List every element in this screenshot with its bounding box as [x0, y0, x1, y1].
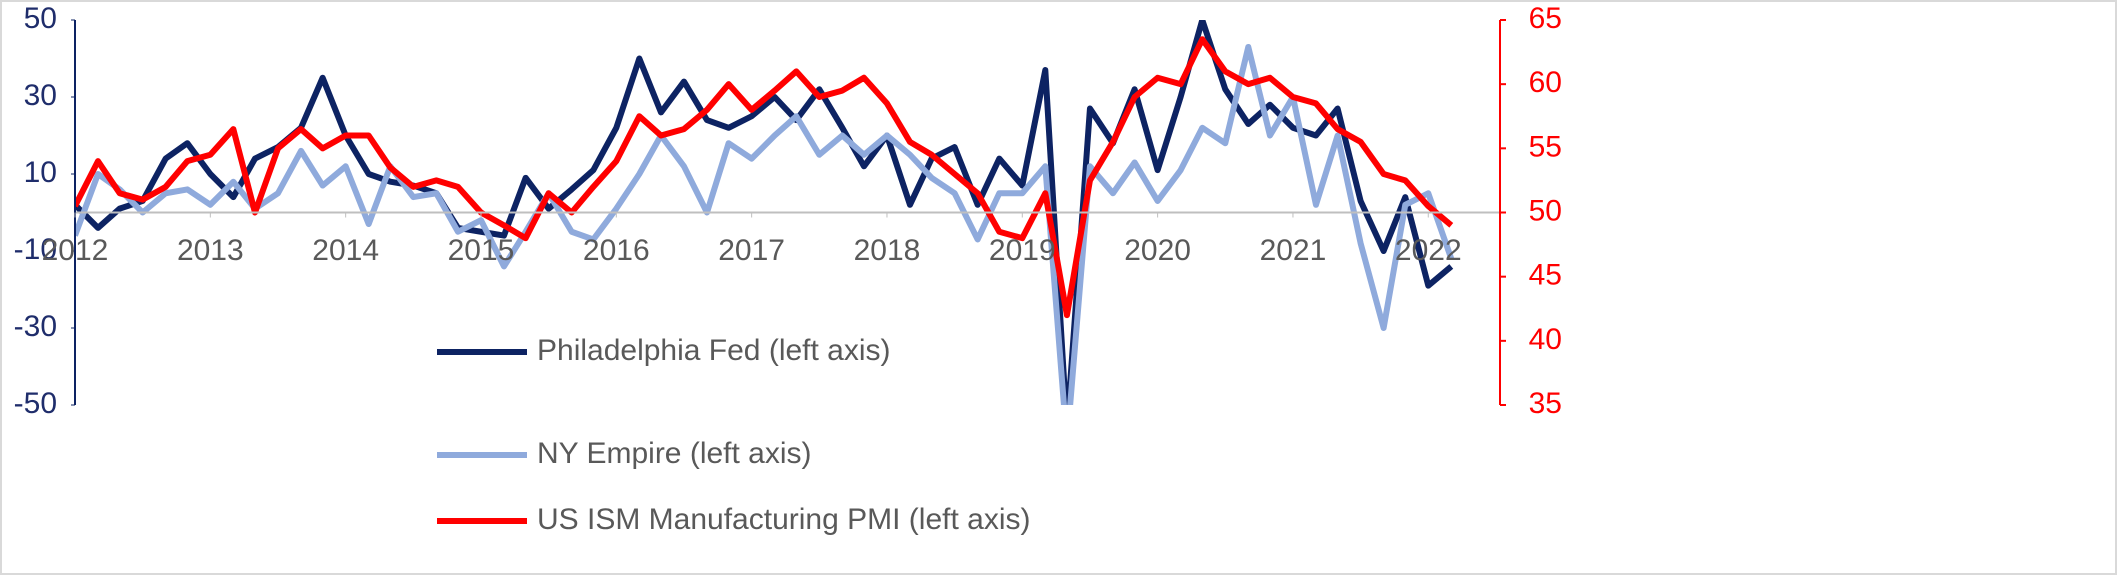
x-tick-label: 2012	[42, 234, 109, 267]
y2-tick-label: 60	[1529, 66, 1562, 99]
y-tick-label: 30	[24, 79, 57, 112]
series-line	[75, 20, 1454, 405]
x-tick-label: 2020	[1124, 234, 1191, 267]
x-tick-label: 2014	[312, 234, 379, 267]
y-tick-label: -30	[14, 310, 57, 343]
y-tick-label: -50	[14, 387, 57, 420]
y-tick-label: 10	[24, 156, 57, 189]
legend-label: Philadelphia Fed (left axis)	[537, 334, 891, 367]
x-tick-label: 2021	[1260, 234, 1327, 267]
y2-tick-label: 65	[1529, 2, 1562, 35]
x-tick-label: 2017	[718, 234, 785, 267]
y2-tick-label: 55	[1529, 130, 1562, 163]
x-tick-label: 2016	[583, 234, 650, 267]
plot-area	[75, 20, 1455, 405]
series-line	[75, 43, 1455, 405]
series-line	[75, 36, 1454, 319]
x-tick-label: 2015	[448, 234, 515, 267]
x-tick-label: 2018	[854, 234, 921, 267]
y2-tick-label: 50	[1529, 194, 1562, 227]
y-tick-label: 50	[24, 2, 57, 35]
x-tick-label: 2019	[989, 234, 1056, 267]
x-tick-label: 2013	[177, 234, 244, 267]
x-tick-label: 2022	[1395, 234, 1462, 267]
y2-tick-label: 45	[1529, 259, 1562, 292]
y-tick-label: -10	[14, 233, 57, 266]
legend-label: US ISM Manufacturing PMI (left axis)	[537, 503, 1030, 536]
y2-tick-label: 40	[1529, 323, 1562, 356]
y2-tick-label: 35	[1529, 387, 1562, 420]
legend-label: NY Empire (left axis)	[537, 437, 812, 470]
